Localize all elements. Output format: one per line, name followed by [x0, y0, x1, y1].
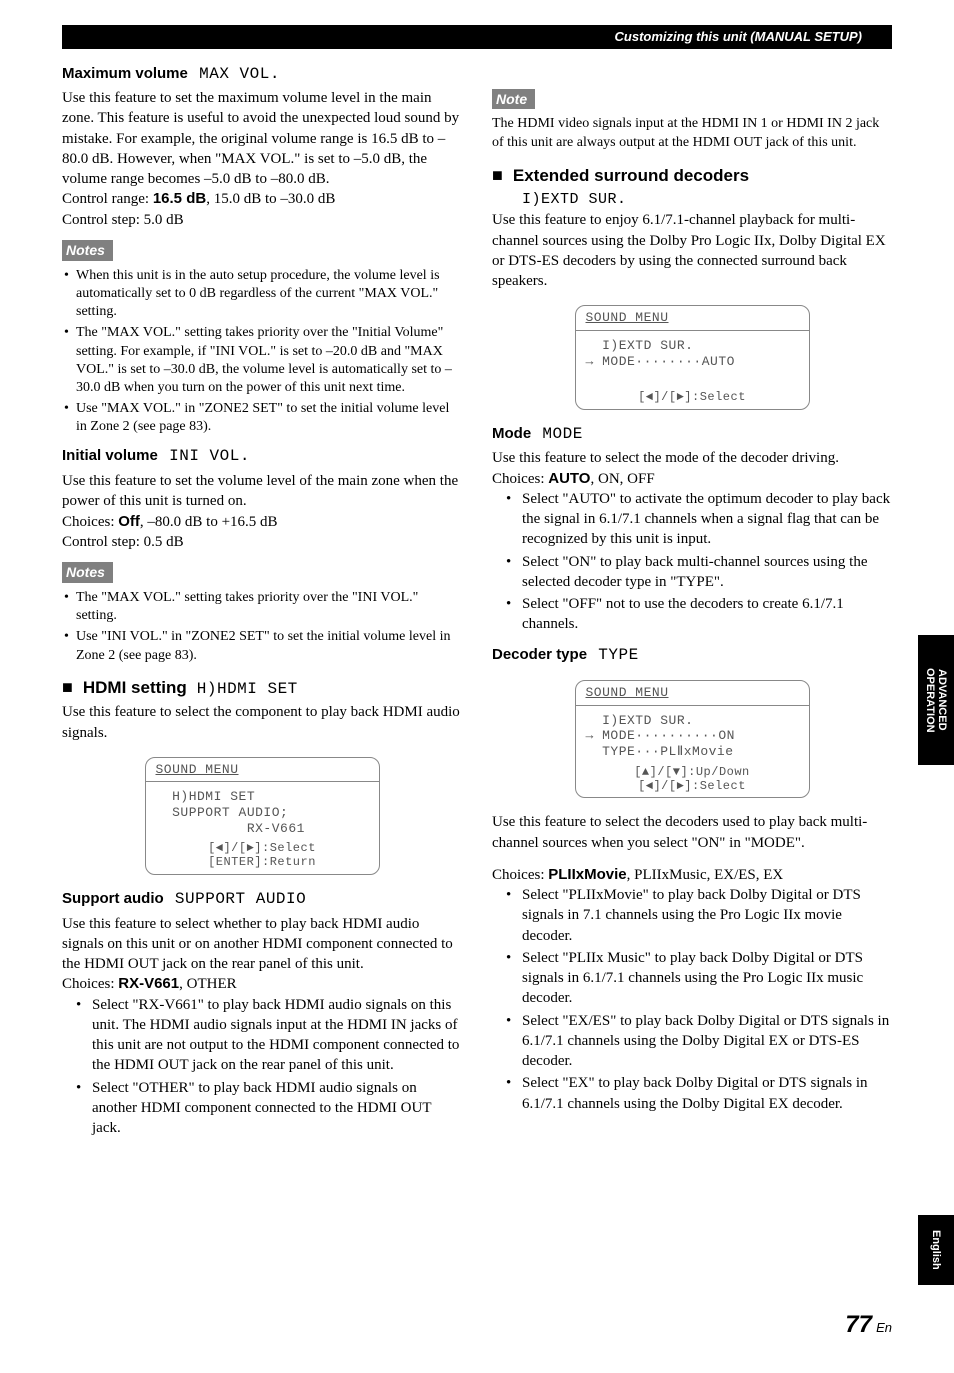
support-items: Select "RX-V661" to play back HDMI audio… — [62, 995, 462, 1139]
choice-item: Select "RX-V661" to play back HDMI audio… — [76, 995, 462, 1076]
inivol-osd: INI VOL. — [169, 447, 250, 465]
maxvol-step: Control step: 5.0 dB — [62, 210, 462, 230]
notes-label-1: Notes — [62, 240, 113, 261]
choice-item: Select "OTHER" to play back HDMI audio s… — [76, 1078, 462, 1139]
inivol-step: Control step: 0.5 dB — [62, 532, 462, 552]
range-pre: Control range: — [62, 191, 153, 207]
page-number: 77 En — [845, 1309, 892, 1341]
support-osd: SUPPORT AUDIO — [175, 890, 306, 908]
note-label-r: Note — [492, 89, 535, 110]
note-item: The "MAX VOL." setting takes priority ov… — [64, 589, 462, 625]
hdmi-para: Use this feature to select the component… — [62, 702, 462, 743]
ch-bold: PLIIxMovie — [548, 866, 626, 883]
maxvol-osd: MAX VOL. — [199, 65, 280, 83]
note-item: The "MAX VOL." setting takes priority ov… — [64, 324, 462, 397]
maxvol-label: Maximum volume — [62, 65, 188, 82]
osd-title: SOUND MENU — [576, 306, 809, 331]
maxvol-para: Use this feature to set the maximum volu… — [62, 88, 462, 189]
page-num: 77 — [845, 1311, 872, 1338]
hdmi-title: HDMI setting — [83, 677, 187, 700]
type-label: Decoder type — [492, 646, 587, 663]
page-lang: En — [876, 1320, 892, 1335]
hdmi-screen: SOUND MENU H)HDMI SET SUPPORT AUDIO; RX-… — [145, 757, 380, 875]
maxvol-range: Control range: 16.5 dB, 15.0 dB to –30.0… — [62, 189, 462, 209]
square-icon: ■ — [62, 678, 73, 696]
osd-foot: [◄]/[►]:Select — [576, 389, 809, 409]
osd-title: SOUND MENU — [146, 758, 379, 783]
ch-post: , ON, OFF — [590, 471, 654, 487]
choice-item: Select "EX/ES" to play back Dolby Digita… — [506, 1011, 892, 1072]
extd-screen: SOUND MENU I)EXTD SUR. → MODE········AUT… — [575, 305, 810, 409]
osd-foot: [▲]/[▼]:Up/Down [◄]/[►]:Select — [576, 764, 809, 798]
right-column: Note The HDMI video signals input at the… — [492, 57, 892, 1141]
choice-item: Select "OFF" not to use the decoders to … — [506, 594, 892, 635]
header-bar: Customizing this unit (MANUAL SETUP) — [62, 25, 892, 49]
mode-osd: MODE — [542, 425, 582, 443]
square-icon: ■ — [492, 166, 503, 184]
mode-items: Select "AUTO" to activate the optimum de… — [492, 489, 892, 635]
range-bold: 16.5 dB — [153, 190, 206, 207]
type-screen: SOUND MENU I)EXTD SUR. → MODE··········O… — [575, 680, 810, 798]
choice-item: Select "PLIIxMovie" to play back Dolby D… — [506, 885, 892, 946]
maxvol-title: Maximum volume MAX VOL. — [62, 64, 462, 86]
type-osd: TYPE — [598, 646, 638, 664]
notes-label-2: Notes — [62, 562, 113, 583]
range-post: , 15.0 dB to –30.0 dB — [206, 191, 335, 207]
osd-body: I)EXTD SUR. → MODE··········ON TYPE···PL… — [576, 706, 809, 764]
inivol-choices: Choices: Off, –80.0 dB to +16.5 dB — [62, 512, 462, 532]
ch-pre: Choices: — [62, 976, 118, 992]
mode-para: Use this feature to select the mode of t… — [492, 448, 892, 468]
support-para: Use this feature to select whether to pl… — [62, 914, 462, 975]
note-text-r: The HDMI video signals input at the HDMI… — [492, 115, 892, 153]
extd-title: Extended surround decoders — [513, 165, 749, 188]
inivol-notes: The "MAX VOL." setting takes priority ov… — [62, 589, 462, 665]
ch-bold: AUTO — [548, 470, 590, 487]
tab-english: English — [918, 1215, 954, 1285]
ch-pre: Choices: — [492, 471, 548, 487]
ch-pre: Choices: — [492, 867, 548, 883]
inivol-para: Use this feature to set the volume level… — [62, 471, 462, 512]
support-title: Support audio SUPPORT AUDIO — [62, 889, 462, 911]
mode-title: Mode MODE — [492, 424, 892, 446]
page-content: Maximum volume MAX VOL. Use this feature… — [0, 57, 954, 1141]
ch-post: , OTHER — [179, 976, 237, 992]
side-tabs: ADVANCED OPERATION English — [916, 25, 954, 1373]
extd-head: ■ Extended surround decoders — [492, 165, 892, 188]
ch-post: , PLIIxMusic, EX/ES, EX — [627, 867, 784, 883]
choice-item: Select "AUTO" to activate the optimum de… — [506, 489, 892, 550]
extd-osd: I)EXTD SUR. — [522, 190, 892, 210]
type-choices: Choices: PLIIxMovie, PLIIxMusic, EX/ES, … — [492, 865, 892, 885]
mode-choices: Choices: AUTO, ON, OFF — [492, 469, 892, 489]
hdmi-head: ■ HDMI setting H)HDMI SET — [62, 677, 462, 701]
hdmi-osd: H)HDMI SET — [197, 679, 298, 701]
ch-post: , –80.0 dB to +16.5 dB — [140, 514, 278, 530]
inivol-label: Initial volume — [62, 447, 158, 464]
mode-label: Mode — [492, 425, 531, 442]
extd-para: Use this feature to enjoy 6.1/7.1-channe… — [492, 210, 892, 291]
osd-foot: [◄]/[►]:Select [ENTER]:Return — [146, 840, 379, 874]
type-items: Select "PLIIxMovie" to play back Dolby D… — [492, 885, 892, 1114]
maxvol-notes: When this unit is in the auto setup proc… — [62, 267, 462, 437]
ch-pre: Choices: — [62, 514, 118, 530]
type-para: Use this feature to select the decoders … — [492, 812, 892, 853]
osd-body: I)EXTD SUR. → MODE········AUTO — [576, 331, 809, 389]
osd-title: SOUND MENU — [576, 681, 809, 706]
left-column: Maximum volume MAX VOL. Use this feature… — [62, 57, 462, 1141]
ch-bold: RX-V661 — [118, 975, 179, 992]
support-choices: Choices: RX-V661, OTHER — [62, 974, 462, 994]
support-label: Support audio — [62, 890, 164, 907]
choice-item: Select "PLIIx Music" to play back Dolby … — [506, 948, 892, 1009]
choice-item: Select "EX" to play back Dolby Digital o… — [506, 1073, 892, 1114]
type-title: Decoder type TYPE — [492, 645, 892, 667]
note-item: Use "MAX VOL." in "ZONE2 SET" to set the… — [64, 400, 462, 436]
ch-bold: Off — [118, 513, 140, 530]
osd-body: H)HDMI SET SUPPORT AUDIO; RX-V661 — [146, 782, 379, 840]
tab-advanced-operation: ADVANCED OPERATION — [918, 635, 954, 765]
note-item: Use "INI VOL." in "ZONE2 SET" to set the… — [64, 628, 462, 664]
inivol-title: Initial volume INI VOL. — [62, 446, 462, 468]
note-item: When this unit is in the auto setup proc… — [64, 267, 462, 322]
choice-item: Select "ON" to play back multi-channel s… — [506, 552, 892, 593]
